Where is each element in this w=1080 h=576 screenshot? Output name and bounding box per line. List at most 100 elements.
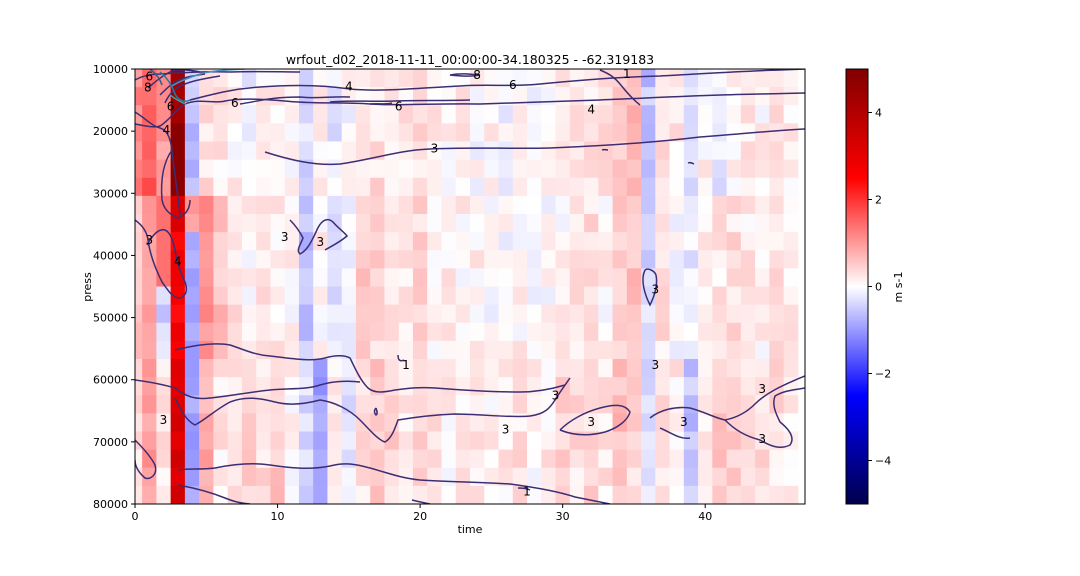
heatmap-cell	[641, 304, 656, 324]
heatmap-cell	[327, 304, 343, 324]
heatmap-cell	[384, 250, 400, 269]
heatmap-cell	[427, 431, 442, 451]
contour-label: 8	[144, 81, 152, 95]
heatmap-cell	[284, 340, 300, 360]
heatmap-cell	[298, 177, 314, 197]
heatmap-cell	[641, 69, 656, 88]
heatmap-cell	[755, 159, 770, 179]
x-axis: 0 10 20 30 40	[132, 504, 712, 523]
heatmap-cell	[241, 359, 257, 378]
heatmap-cell	[669, 268, 685, 287]
x-tick-label: 0	[132, 510, 139, 523]
heatmap-cell	[783, 359, 799, 378]
heatmap-cell	[170, 322, 186, 342]
heatmap-cell	[184, 322, 200, 342]
heatmap-cell	[412, 377, 428, 396]
heatmap-cell	[655, 195, 670, 215]
heatmap-cell	[769, 232, 785, 251]
heatmap-cell	[199, 177, 214, 197]
heatmap-cell	[213, 268, 229, 287]
heatmap-cell	[313, 395, 328, 414]
heatmap-cell	[455, 141, 471, 161]
heatmap-cell	[740, 159, 756, 179]
heatmap-cell	[135, 485, 143, 504]
heatmap-cell	[455, 359, 471, 378]
heatmap-cell	[726, 449, 742, 469]
heatmap-cell	[470, 69, 485, 88]
heatmap-cell	[512, 250, 528, 269]
heatmap-cell	[612, 214, 628, 233]
heatmap-cell	[712, 105, 727, 124]
heatmap-cell	[355, 377, 371, 396]
heatmap-cell	[284, 69, 300, 88]
heatmap-cell	[498, 413, 514, 432]
heatmap-cell	[398, 413, 414, 432]
heatmap-cell	[584, 431, 599, 451]
heatmap-cell	[270, 286, 286, 306]
contour-label: 3	[145, 233, 153, 247]
heatmap-cell	[156, 250, 172, 269]
heatmap-cell	[142, 177, 157, 197]
heatmap-cell	[355, 268, 371, 287]
heatmap-cell	[683, 286, 699, 306]
heatmap-cell	[270, 304, 286, 324]
heatmap-cell	[726, 395, 742, 414]
heatmap-cell	[427, 485, 442, 504]
heatmap-cell	[370, 141, 385, 161]
heatmap-cell	[626, 250, 642, 269]
heatmap-cell	[740, 105, 756, 124]
heatmap-cell	[612, 413, 628, 432]
heatmap-cell	[598, 250, 613, 269]
heatmap-cell	[726, 377, 742, 396]
heatmap-cell	[740, 377, 756, 396]
heatmap-cell	[712, 87, 727, 106]
heatmap-cell	[698, 340, 713, 360]
heatmap-cell	[427, 159, 442, 179]
contour-label: 3	[680, 415, 688, 429]
heatmap-cell	[726, 340, 742, 360]
heatmap-cell	[327, 359, 343, 378]
heatmap-cell	[156, 413, 172, 432]
heatmap-cell	[498, 195, 514, 215]
heatmap-cell	[355, 395, 371, 414]
heatmap-cell	[769, 359, 785, 378]
heatmap-cell	[213, 159, 229, 179]
heatmap-cell	[241, 69, 257, 88]
heatmap-cell	[256, 195, 271, 215]
heatmap-cell	[726, 304, 742, 324]
heatmap-cell	[683, 449, 699, 469]
y-tick-label: 60000	[93, 374, 128, 387]
heatmap-cell	[740, 250, 756, 269]
heatmap-cell	[170, 340, 186, 360]
heatmap-cell	[755, 413, 770, 432]
heatmap-cell	[256, 485, 271, 504]
heatmap-cell	[541, 250, 556, 269]
heatmap-cell	[783, 177, 799, 197]
heatmap-cell	[370, 413, 385, 432]
heatmap-cell	[327, 250, 343, 269]
heatmap-cell	[626, 449, 642, 469]
heatmap-cell	[241, 123, 257, 142]
heatmap-cell	[470, 195, 485, 215]
heatmap-cell	[740, 413, 756, 432]
heatmap-cell	[683, 105, 699, 124]
heatmap-cell	[569, 304, 585, 324]
heatmap-cell	[441, 449, 457, 469]
heatmap-cell	[256, 413, 271, 432]
heatmap-cell	[170, 449, 186, 469]
heatmap-cell	[612, 485, 628, 504]
heatmap-cell	[669, 232, 685, 251]
heatmap-cell	[298, 431, 314, 451]
heatmap-cell	[284, 286, 300, 306]
heatmap-cell	[555, 485, 571, 504]
heatmap-cell	[355, 105, 371, 124]
heatmap-cell	[598, 195, 613, 215]
heatmap-cell	[769, 177, 785, 197]
heatmap-cell	[398, 304, 414, 324]
heatmap-cell	[512, 232, 528, 251]
heatmap-cell	[199, 250, 214, 269]
heatmap-cell	[213, 177, 229, 197]
heatmap-cell	[327, 413, 343, 432]
heatmap-cell	[341, 286, 357, 306]
heatmap-cell	[740, 467, 756, 487]
